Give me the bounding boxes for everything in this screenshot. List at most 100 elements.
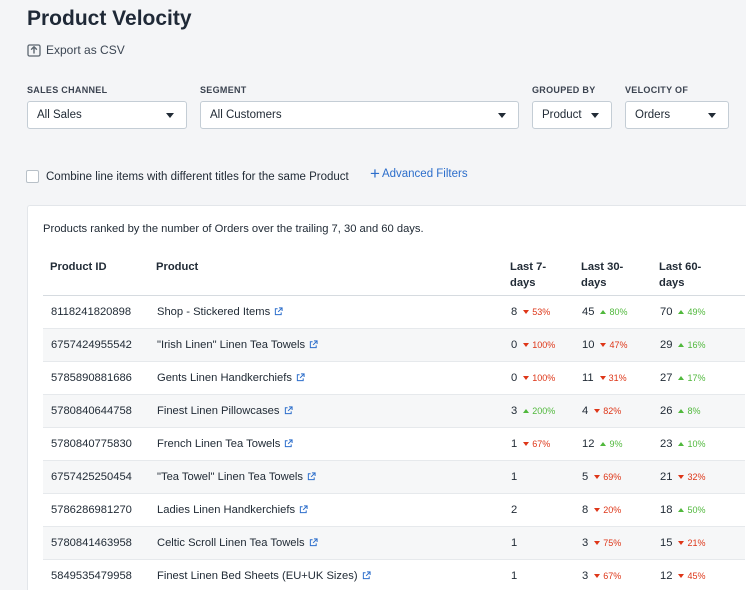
last-30-cell: 45 80% xyxy=(582,306,627,318)
table-row: 5780840775830 French Linen Tea Towels 1 6… xyxy=(43,428,745,461)
export-csv-button[interactable]: Export as CSV xyxy=(27,43,125,57)
last-30-change: 67% xyxy=(594,571,621,581)
header-product-id: Product ID xyxy=(50,261,107,273)
combine-checkbox[interactable] xyxy=(26,170,39,183)
header-last-7-line1: Last 7- xyxy=(510,261,547,273)
velocity-of-label: VELOCITY OF xyxy=(625,85,689,95)
last-7-change: 67% xyxy=(523,439,550,449)
export-icon xyxy=(27,44,41,57)
last-30-change-text: 31% xyxy=(608,373,627,383)
product-name: Gents Linen Handkerchiefs xyxy=(157,372,292,384)
table-description: Products ranked by the number of Orders … xyxy=(43,223,424,235)
last-7-cell: 3 200% xyxy=(511,405,555,417)
external-link-icon[interactable] xyxy=(299,505,308,514)
external-link-icon[interactable] xyxy=(307,472,316,481)
last-7-cell: 1 xyxy=(511,471,517,483)
advanced-filters-link[interactable]: + Advanced Filters xyxy=(370,165,468,182)
last-30-value: 3 xyxy=(582,537,589,549)
last-30-change-text: 82% xyxy=(603,406,622,416)
external-link-icon[interactable] xyxy=(274,307,283,316)
last-60-change: 8% xyxy=(678,406,700,416)
product-name: Celtic Scroll Linen Tea Towels xyxy=(157,537,305,549)
last-60-cell: 15 21% xyxy=(660,537,705,549)
last-30-change: 69% xyxy=(594,472,621,482)
external-link-icon[interactable] xyxy=(284,439,293,448)
last-60-cell: 29 16% xyxy=(660,339,705,351)
last-7-value: 0 xyxy=(511,372,518,384)
product-id-cell: 5780841463958 xyxy=(51,537,132,549)
header-last-60-line1: Last 60- xyxy=(659,261,702,273)
trend-arrow-icon xyxy=(523,376,530,380)
last-7-value: 3 xyxy=(511,405,518,417)
product-cell: Shop - Stickered Items xyxy=(157,306,283,318)
grouped-by-select[interactable]: Product xyxy=(532,101,612,129)
last-7-change: 100% xyxy=(523,340,555,350)
external-link-icon[interactable] xyxy=(362,571,371,580)
last-7-cell: 0 100% xyxy=(511,339,555,351)
trend-arrow-icon xyxy=(600,343,607,347)
product-name: "Tea Towel" Linen Tea Towels xyxy=(157,471,304,483)
last-60-cell: 27 17% xyxy=(660,372,705,384)
table-row: 6757424955542 "Irish Linen" Linen Tea To… xyxy=(43,329,745,362)
last-60-cell: 70 49% xyxy=(660,306,705,318)
last-7-cell: 1 67% xyxy=(511,438,550,450)
last-30-value: 12 xyxy=(582,438,595,450)
last-7-cell: 2 xyxy=(511,504,517,516)
external-link-icon[interactable] xyxy=(309,340,318,349)
last-7-value: 1 xyxy=(511,537,518,549)
last-30-change-text: 75% xyxy=(603,538,622,548)
last-7-cell: 1 xyxy=(511,537,517,549)
trend-arrow-icon xyxy=(678,376,685,380)
product-id-cell: 5780840775830 xyxy=(51,438,132,450)
last-30-cell: 11 31% xyxy=(582,372,627,384)
external-link-icon[interactable] xyxy=(296,373,305,382)
trend-arrow-icon xyxy=(678,475,685,479)
product-id-cell: 5849535479958 xyxy=(51,570,132,582)
last-60-cell: 26 8% xyxy=(660,405,700,417)
last-60-change: 50% xyxy=(678,505,705,515)
table-row: 5849535479958 Finest Linen Bed Sheets (E… xyxy=(43,560,745,590)
last-7-cell: 1 xyxy=(511,570,517,582)
last-60-value: 26 xyxy=(660,405,673,417)
last-30-cell: 4 82% xyxy=(582,405,621,417)
last-30-cell: 3 67% xyxy=(582,570,621,582)
trend-arrow-icon xyxy=(678,343,685,347)
sales-channel-select[interactable]: All Sales xyxy=(27,101,187,129)
segment-select[interactable]: All Customers xyxy=(200,101,519,129)
trend-arrow-icon xyxy=(523,343,530,347)
trend-arrow-icon xyxy=(594,574,601,578)
product-id-cell: 8118241820898 xyxy=(51,306,132,318)
product-id-cell: 5780840644758 xyxy=(51,405,132,417)
product-name: "Irish Linen" Linen Tea Towels xyxy=(157,339,306,351)
grouped-by-label: GROUPED BY xyxy=(532,85,596,95)
chevron-down-icon xyxy=(591,113,599,118)
last-30-cell: 8 20% xyxy=(582,504,621,516)
last-30-change-text: 9% xyxy=(609,439,623,449)
trend-arrow-icon xyxy=(678,409,685,413)
last-60-cell: 12 45% xyxy=(660,570,705,582)
trend-arrow-icon xyxy=(594,541,601,545)
product-cell: "Irish Linen" Linen Tea Towels xyxy=(157,339,318,351)
last-7-change-text: 53% xyxy=(532,307,551,317)
last-30-cell: 10 47% xyxy=(582,339,627,351)
last-7-change: 53% xyxy=(523,307,550,317)
last-60-cell: 18 50% xyxy=(660,504,705,516)
trend-arrow-icon xyxy=(523,442,530,446)
last-7-value: 0 xyxy=(511,339,518,351)
velocity-of-select[interactable]: Orders xyxy=(625,101,729,129)
header-last-60-days: Last 60- days xyxy=(659,259,701,291)
last-30-change: 9% xyxy=(600,439,622,449)
product-cell: Finest Linen Pillowcases xyxy=(157,405,293,417)
product-id-cell: 6757425250454 xyxy=(51,471,132,483)
last-60-value: 27 xyxy=(660,372,673,384)
export-label: Export as CSV xyxy=(46,43,125,57)
last-7-cell: 8 53% xyxy=(511,306,550,318)
last-60-value: 21 xyxy=(660,471,673,483)
last-30-change: 75% xyxy=(594,538,621,548)
last-7-value: 1 xyxy=(511,471,518,483)
last-60-change: 16% xyxy=(678,340,705,350)
external-link-icon[interactable] xyxy=(284,406,293,415)
header-last-60-line2: days xyxy=(659,277,685,289)
external-link-icon[interactable] xyxy=(309,538,318,547)
last-60-value: 70 xyxy=(660,306,673,318)
